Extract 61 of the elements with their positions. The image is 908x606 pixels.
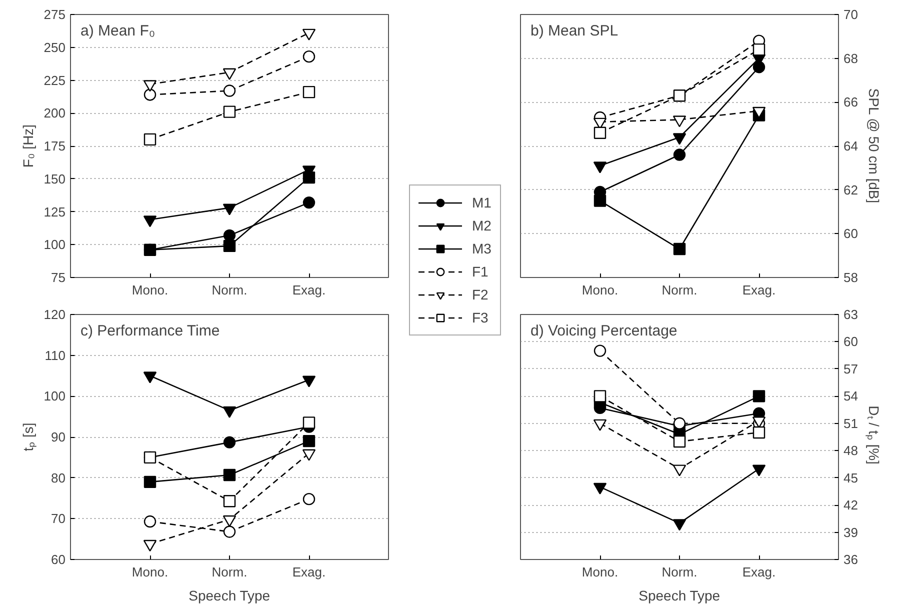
y-tick-label: 200 — [44, 106, 66, 121]
x-tick-label: Exag. — [292, 282, 326, 298]
y-tick-label: 110 — [44, 348, 66, 363]
x-tick-label: Norm. — [212, 282, 248, 298]
y-tick-label: 100 — [44, 237, 66, 252]
y2-tick-label: 60 — [844, 334, 858, 350]
y2-tick-label: 60 — [844, 226, 858, 242]
y-tick-label: 75 — [51, 270, 66, 285]
y-tick-label: 225 — [44, 72, 66, 88]
y-tick-label: 70 — [51, 511, 66, 526]
legend-label: M2 — [472, 218, 492, 234]
y2-tick-label: 39 — [844, 524, 858, 540]
y2-tick-label: 66 — [844, 94, 858, 110]
text: b) Mean SPL — [530, 22, 618, 40]
y-tick-label: 150 — [44, 171, 66, 186]
y-tick-label: 90 — [51, 430, 66, 444]
x-tick-label: Exag. — [742, 564, 776, 580]
y2-tick-label: 51 — [844, 416, 858, 431]
y-tick-label: 60 — [51, 552, 66, 567]
y2-tick-label: 42 — [844, 498, 858, 513]
x-tick-label: Norm. — [212, 564, 248, 580]
y-tick-label: 120 — [44, 307, 66, 322]
x-axis-title: Speech Type — [188, 588, 270, 604]
y2-tick-label: 62 — [844, 182, 858, 198]
y-axis-title: F₀ [Hz] — [20, 124, 36, 168]
legend-label: F1 — [472, 264, 490, 280]
x-axis-title: Speech Type — [638, 588, 720, 604]
legend-label: F2 — [472, 286, 490, 302]
text: c) Performance Time — [80, 322, 220, 340]
x-tick-label: Exag. — [292, 564, 326, 580]
x-tick-label: Mono. — [132, 282, 168, 298]
legend-label: F3 — [472, 310, 490, 326]
text: a) Mean F₀ — [80, 22, 156, 40]
y-tick-label: 175 — [44, 138, 66, 154]
y-tick-label: 100 — [44, 388, 66, 404]
y2-tick-label: 54 — [844, 388, 858, 404]
y2-axis-title: SPL @ 50 cm [dB] — [866, 88, 882, 204]
x-tick-label: Mono. — [132, 564, 168, 580]
y2-tick-label: 48 — [844, 443, 858, 458]
y-tick-label: 250 — [44, 40, 66, 55]
y2-tick-label: 63 — [844, 307, 858, 322]
y2-tick-label: 45 — [844, 470, 858, 486]
y-tick-label: 125 — [44, 204, 66, 220]
y-tick-label: 275 — [44, 7, 66, 22]
x-tick-label: Norm. — [662, 564, 698, 580]
x-tick-label: Mono. — [582, 282, 618, 298]
y-tick-label: 80 — [51, 470, 66, 486]
y2-axis-title: Dₜ / tₚ [%] — [864, 406, 882, 464]
y2-tick-label: 68 — [844, 50, 858, 66]
y2-tick-label: 64 — [844, 138, 858, 154]
x-tick-label: Mono. — [582, 564, 618, 580]
text: d) Voicing Percentage — [530, 322, 678, 340]
legend-label: M1 — [472, 194, 492, 210]
y2-tick-label: 57 — [844, 361, 858, 376]
x-tick-label: Exag. — [742, 282, 776, 298]
y2-tick-label: 70 — [844, 7, 858, 22]
y2-tick-label: 58 — [844, 270, 858, 285]
x-tick-label: Norm. — [662, 282, 698, 298]
legend-label: M3 — [472, 240, 492, 256]
y2-tick-label: 36 — [844, 552, 858, 567]
y-axis-title: tₚ [s] — [20, 422, 37, 452]
